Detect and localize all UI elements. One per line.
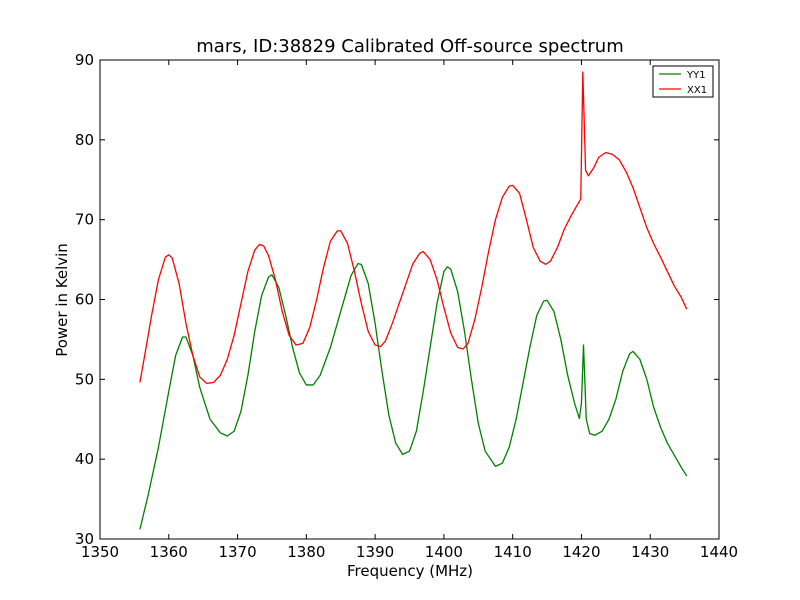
x-axis: 1350 1360 1370 1380 1390 1400 1410 1420 1430 1440 xyxy=(81,60,738,561)
legend-label-yy1: YY1 xyxy=(686,70,706,81)
y-tick-label: 30 xyxy=(75,530,94,548)
x-tick-label: 1390 xyxy=(356,543,394,561)
x-tick-label: 1350 xyxy=(81,543,119,561)
x-tick-label: 1440 xyxy=(700,543,738,561)
x-tick-label: 1420 xyxy=(562,543,600,561)
chart-title: mars, ID:38829 Calibrated Off-source spe… xyxy=(196,36,623,57)
x-tick-label: 1430 xyxy=(631,543,669,561)
series-line-xx1 xyxy=(139,71,688,384)
x-tick-label: 1380 xyxy=(287,543,325,561)
x-tick-label: 1400 xyxy=(425,543,463,561)
x-tick-label: 1360 xyxy=(150,543,188,561)
legend-box xyxy=(652,65,714,98)
y-tick-label: 60 xyxy=(75,291,94,309)
y-tick-label: 80 xyxy=(75,131,94,149)
y-tick-label: 90 xyxy=(75,51,94,69)
x-tick-label: 1410 xyxy=(494,543,532,561)
y-tick-label: 70 xyxy=(75,211,94,229)
y-tick-label: 40 xyxy=(75,450,94,468)
legend-label-xx1: XX1 xyxy=(687,85,707,96)
x-axis-label: Frequency (MHz) xyxy=(347,562,473,580)
y-tick-label: 50 xyxy=(75,370,94,388)
series-layer xyxy=(139,71,688,530)
x-tick-label: 1370 xyxy=(218,543,256,561)
y-axis-label: Power in Kelvin xyxy=(53,243,71,357)
y-axis: 30 40 50 60 70 80 90 xyxy=(75,51,719,548)
series-line-yy1 xyxy=(139,262,688,530)
